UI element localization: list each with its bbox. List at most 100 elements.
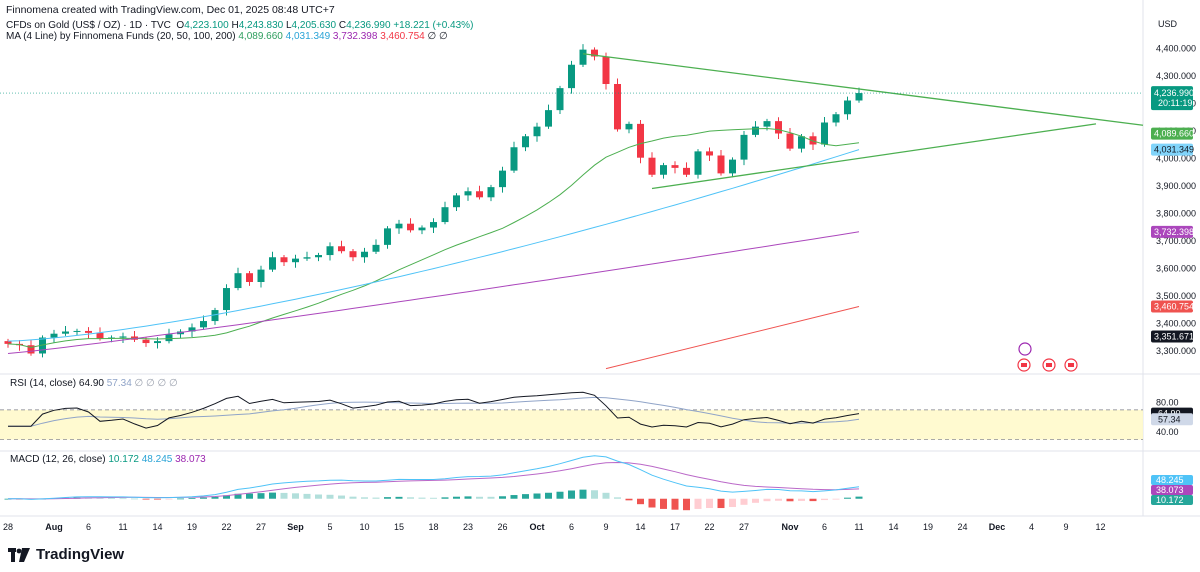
candle-body (510, 147, 518, 171)
last-price-badge-bg (1151, 86, 1193, 111)
time-tick-label: 19 (923, 522, 933, 532)
time-tick-label: Dec (989, 522, 1006, 532)
price-tick-label: 3,600.000 (1156, 263, 1196, 273)
candle-body (338, 246, 345, 252)
macd-hist-bar (246, 493, 253, 499)
candle-body (246, 273, 253, 282)
time-tick-label: 22 (704, 522, 714, 532)
time-tick-label: 26 (497, 522, 507, 532)
macd-hist-bar (740, 498, 748, 505)
macd-hist-bar (96, 497, 104, 499)
macd-hist-bar (234, 493, 242, 499)
candle-body (349, 251, 357, 258)
time-tick-label: 11 (854, 522, 863, 532)
candle-body (763, 121, 771, 127)
macd-hist-bar (303, 493, 311, 499)
time-tick-label: 6 (86, 522, 91, 532)
candle-body (579, 49, 587, 65)
candle-body (464, 191, 472, 196)
macd-hist-bar (786, 498, 794, 502)
time-tick-label: 14 (152, 522, 162, 532)
macd-hist-bar (706, 498, 713, 509)
time-tick-label: 6 (569, 522, 574, 532)
currency-label: USD (1158, 19, 1178, 29)
candle-body (372, 244, 380, 252)
low-value: 4,205.630 (291, 20, 337, 31)
candle-body (269, 257, 276, 270)
price-tick-label: 3,300.000 (1156, 346, 1196, 356)
macd-hist-bar (648, 498, 656, 508)
candle-body (556, 88, 564, 111)
ma100-line (7, 231, 860, 354)
rsi-line (8, 391, 860, 429)
candle-body (234, 273, 242, 289)
macd-hist-bar (441, 497, 449, 499)
candle-body (384, 228, 391, 245)
time-tick-label: 11 (118, 522, 127, 532)
candle-body (591, 49, 598, 57)
candle-body (717, 155, 725, 174)
ma20-line (7, 127, 860, 349)
time-tick-label: 14 (635, 522, 645, 532)
macd-badge-bg (1151, 495, 1193, 505)
ma200-line (605, 306, 860, 370)
macd-hist-bar (625, 498, 633, 501)
time-tick-label: 12 (1095, 522, 1105, 532)
macd-value: 10.172 (108, 454, 139, 465)
us-flag-stripe (1068, 363, 1074, 367)
candle-body (844, 100, 851, 115)
candle-body (303, 257, 311, 259)
macd-hist-bar (694, 498, 702, 509)
candle-body (706, 151, 713, 156)
macd-hist-bar (464, 496, 472, 499)
candle-body (533, 126, 541, 137)
candle-body (418, 227, 426, 231)
time-tick-label: 10 (359, 522, 369, 532)
macd-signal-line (7, 461, 860, 500)
price-tick-label: 4,000.000 (1156, 153, 1196, 163)
candle-body (62, 331, 69, 334)
macd-hist-bar (177, 498, 184, 500)
macd-hist-bar (476, 496, 483, 499)
tradingview-logo-icon (8, 547, 30, 562)
candle-body (96, 332, 104, 339)
macd-hist-bar (292, 493, 299, 499)
macd-hist-bar (556, 491, 564, 499)
macd-hist-bar (775, 498, 782, 501)
macd-hist-bar (165, 498, 173, 500)
candle-body (165, 334, 173, 342)
time-tick-label: 23 (463, 522, 473, 532)
candle-body (740, 134, 748, 160)
macd-hist-bar (522, 494, 529, 499)
candle-body (200, 321, 207, 328)
macd-hist-bar (499, 496, 506, 499)
ma100-badge: 3,732.398 (1154, 227, 1194, 237)
time-tick-label: Aug (45, 522, 63, 532)
ma20-value: 4,089.660 (238, 31, 283, 42)
candle-body (407, 223, 414, 231)
macd-signal-badge: 48.245 (1156, 475, 1184, 485)
macd-signal-value: 48.245 (141, 454, 173, 465)
rsi-ma-badge-bg (1151, 413, 1193, 426)
symbol-legend: CFDs on Gold (US$ / OZ) · 1D · TVC O4,22… (6, 20, 474, 31)
macd-hist-badge-bg (1151, 485, 1193, 495)
macd-hist-bar (844, 497, 851, 499)
candle-body (430, 222, 437, 228)
candle-body (855, 93, 863, 101)
macd-hist-bar (614, 497, 621, 499)
candle-body (821, 122, 828, 145)
chart-credit: Finnomena created with TradingView.com, … (6, 4, 335, 16)
candle-body (154, 341, 161, 344)
time-tick-label: 17 (670, 522, 680, 532)
rsi-value: 64.90 (78, 378, 104, 389)
time-tick-label: 22 (221, 522, 231, 532)
macd-hist-bar (361, 497, 368, 499)
candle-body (292, 258, 299, 263)
candle-body (625, 123, 633, 130)
lightning-event-icon (1018, 342, 1032, 356)
ma200-value: 3,460.754 (380, 31, 425, 42)
time-tick-label: 9 (1063, 522, 1068, 532)
macd-hist-bar (211, 496, 219, 499)
candle-body (257, 269, 265, 282)
